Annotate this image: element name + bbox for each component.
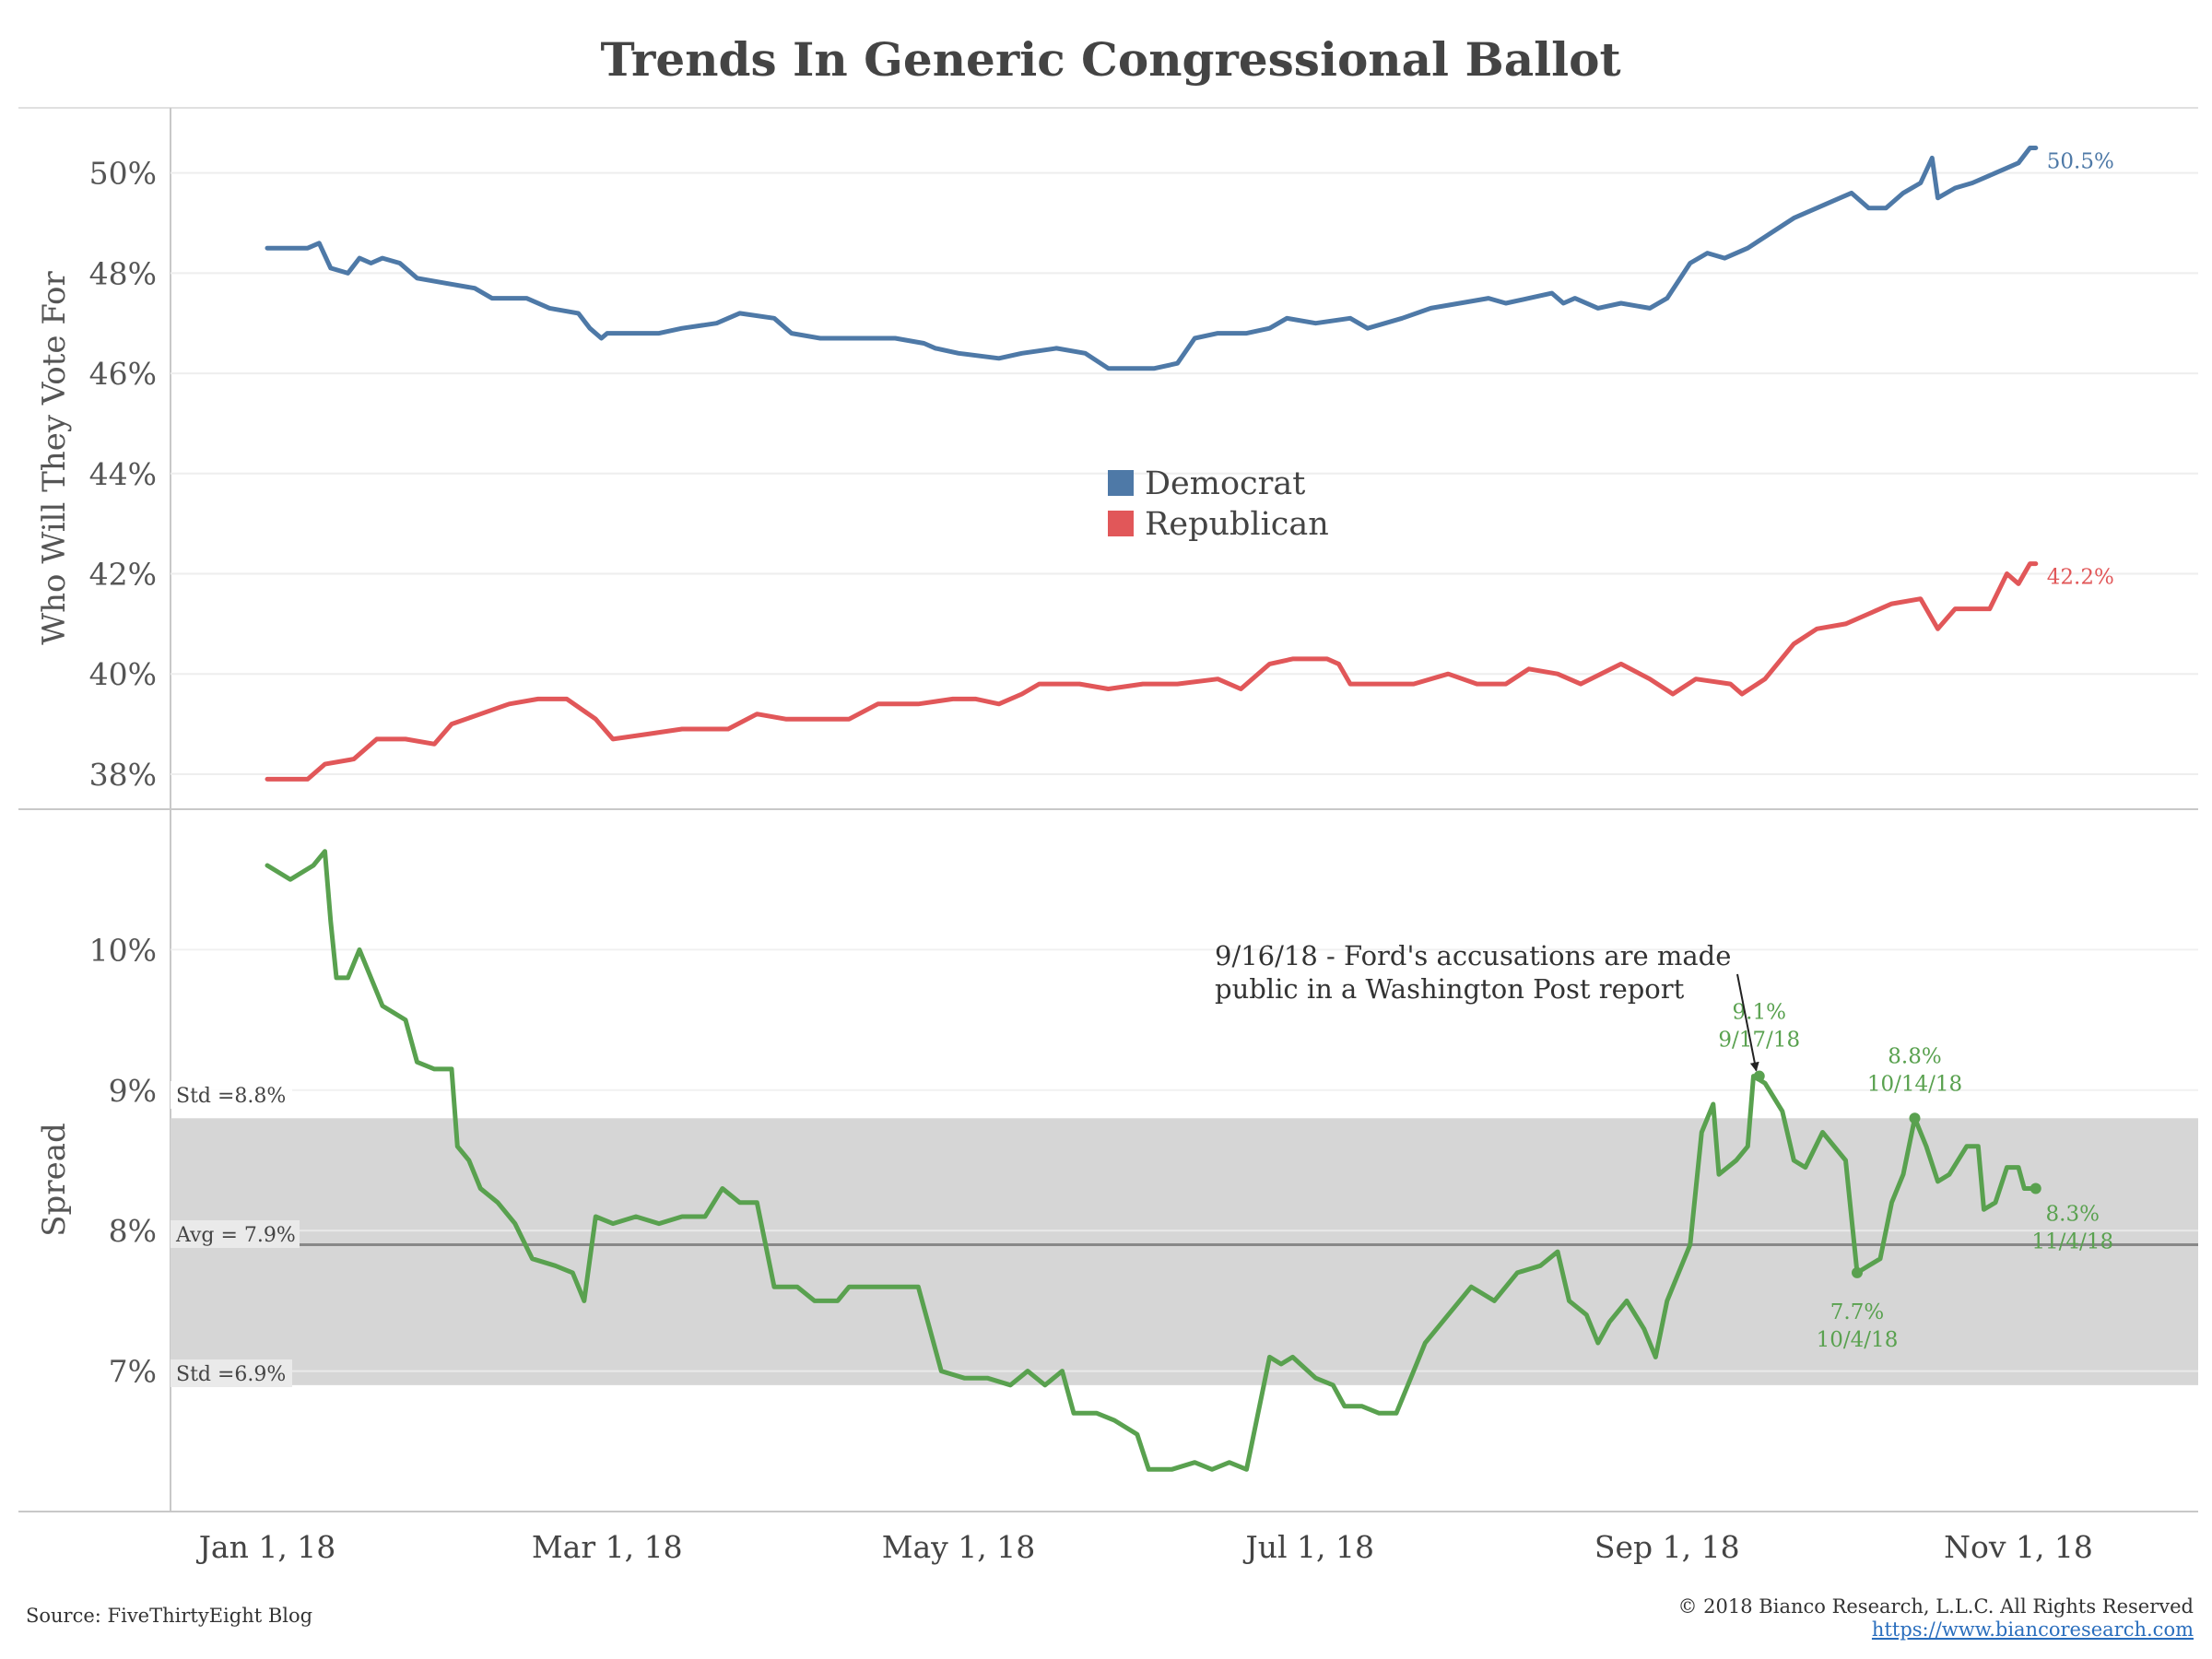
std-high-label: Std =8.8% — [176, 1085, 286, 1108]
top-gridlines — [171, 171, 2198, 775]
std-low-label: Std =6.9% — [176, 1363, 286, 1386]
annotation-line-2: public in a Washington Post report — [1215, 973, 1685, 1005]
top-panel: 38% 40% 42% 44% 46% 48% 50% Who Will They Vote… — [36, 146, 2198, 793]
annotation-line-1: 9/16/18 - Ford's accusations are made — [1215, 940, 1731, 971]
ford-annotation: 9/16/18 - Ford's accusations are made pu… — [1215, 940, 1759, 1072]
bottom-y-tick-label: 10% — [89, 932, 157, 968]
legend: Democrat Republican — [1108, 465, 1329, 543]
top-y-tick-label: 44% — [89, 456, 157, 492]
marked-point-dot — [1753, 1070, 1765, 1082]
top-y-tick-label: 40% — [89, 656, 157, 692]
marked-point-value: 9.1% — [1733, 1001, 1786, 1025]
copyright-note: © 2018 Bianco Research, L.L.C. All Right… — [1678, 1595, 2194, 1618]
end-label-democrat: 50.5% — [2047, 149, 2114, 173]
marked-points: 9.1% 9/17/18 7.7% 10/4/18 8.8% 10/14/18 8.3% 11… — [1718, 1001, 2113, 1352]
x-tick-label: Jul 1, 18 — [1243, 1529, 1375, 1565]
x-tick-label: May 1, 18 — [882, 1529, 1036, 1565]
std-low-label-bg — [171, 1359, 292, 1387]
std-band — [171, 1118, 2198, 1385]
end-label-republican: 42.2% — [2047, 566, 2114, 590]
bottom-y-tick-label: 9% — [109, 1073, 157, 1109]
top-y-tick-label: 46% — [89, 356, 157, 392]
top-y-tick-label: 48% — [89, 255, 157, 291]
spread-line — [265, 849, 2039, 1472]
bottom-panel: 7% 8% 9% 10% Spread Std =8.8% Avg = 7.9% St… — [36, 849, 2198, 1472]
top-y-axis-title: Who Will They Vote For — [36, 270, 73, 644]
marked-point-dot — [1909, 1112, 1921, 1124]
marked-point-value: 8.8% — [1888, 1044, 1941, 1068]
x-tick-label: Mar 1, 18 — [532, 1529, 683, 1565]
spread-series — [265, 849, 2039, 1472]
bottom-y-axis-title: Spread — [36, 1123, 73, 1236]
top-y-tick-label: 38% — [89, 757, 157, 793]
top-y-axis-ticks: 38% 40% 42% 44% 46% 48% 50% — [89, 156, 157, 793]
legend-swatch-republican — [1108, 511, 1134, 536]
legend-item-republican: Republican — [1108, 506, 1329, 543]
marked-point-date: 11/4/18 — [2031, 1230, 2113, 1253]
marked-point-date: 10/14/18 — [1867, 1072, 1962, 1096]
top-y-tick-label: 50% — [89, 156, 157, 192]
marked-point-date: 10/4/18 — [1817, 1328, 1899, 1352]
annotation-arrow — [1736, 973, 1759, 1072]
marked-point-date: 9/17/18 — [1718, 1029, 1800, 1053]
legend-item-democrat: Democrat — [1108, 465, 1305, 502]
chart-title: Trends In Generic Congressional Ballot — [600, 32, 1620, 87]
std-high-label-bg — [171, 1081, 292, 1109]
website-link[interactable]: https://www.biancoresearch.com — [1872, 1618, 2194, 1641]
bottom-y-tick-label: 8% — [109, 1213, 157, 1249]
marked-point-value: 7.7% — [1830, 1300, 1884, 1324]
x-axis-ticks: Jan 1, 18 Mar 1, 18 May 1, 18 Jul 1, 18 Sep … — [196, 1529, 2093, 1565]
reference-labels: Std =8.8% Avg = 7.9% Std =6.9% — [171, 1081, 300, 1387]
bottom-y-axis-ticks: 7% 8% 9% 10% — [89, 932, 157, 1389]
marked-point-dot — [2030, 1182, 2041, 1194]
marked-point-value: 8.3% — [2046, 1202, 2100, 1226]
legend-label-republican: Republican — [1145, 506, 1329, 543]
series-line-democrat — [265, 146, 2039, 371]
x-tick-label: Jan 1, 18 — [196, 1529, 336, 1565]
x-tick-label: Nov 1, 18 — [1944, 1529, 2093, 1565]
bottom-gridlines — [171, 948, 2198, 1372]
legend-swatch-democrat — [1108, 470, 1134, 496]
avg-label: Avg = 7.9% — [175, 1224, 296, 1247]
top-y-tick-label: 42% — [89, 557, 157, 593]
series-line-republican — [265, 561, 2039, 782]
bottom-y-tick-label: 7% — [109, 1354, 157, 1390]
x-tick-label: Sep 1, 18 — [1594, 1529, 1740, 1565]
source-note: Source: FiveThirtyEight Blog — [26, 1605, 312, 1627]
legend-label-democrat: Democrat — [1145, 465, 1305, 502]
top-series — [265, 146, 2039, 782]
avg-label-bg — [171, 1220, 300, 1248]
top-end-labels: 50.5% 42.2% — [2047, 149, 2114, 589]
marked-point-dot — [1852, 1266, 1863, 1278]
